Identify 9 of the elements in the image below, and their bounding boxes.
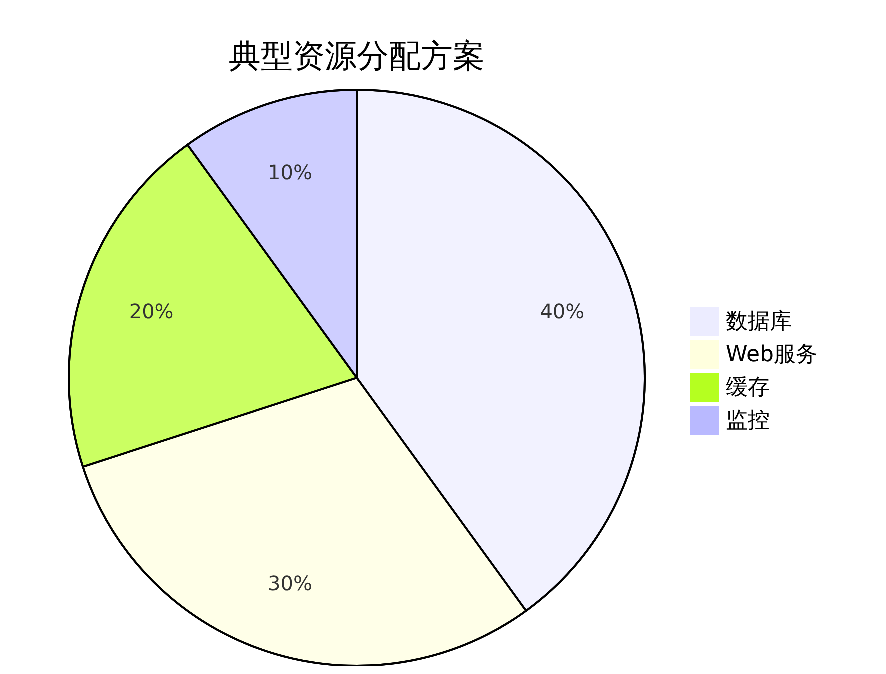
legend-label: 缓存: [726, 376, 770, 400]
legend-label: Web服务: [726, 342, 818, 368]
legend-label: 数据库: [726, 310, 792, 334]
chart-title: 典型资源分配方案: [229, 37, 485, 75]
data-label: 10%: [268, 160, 312, 185]
data-label: 20%: [129, 299, 174, 324]
legend-label: 监控: [726, 408, 770, 434]
data-label: 40%: [540, 299, 585, 324]
data-label: 30%: [268, 571, 312, 596]
